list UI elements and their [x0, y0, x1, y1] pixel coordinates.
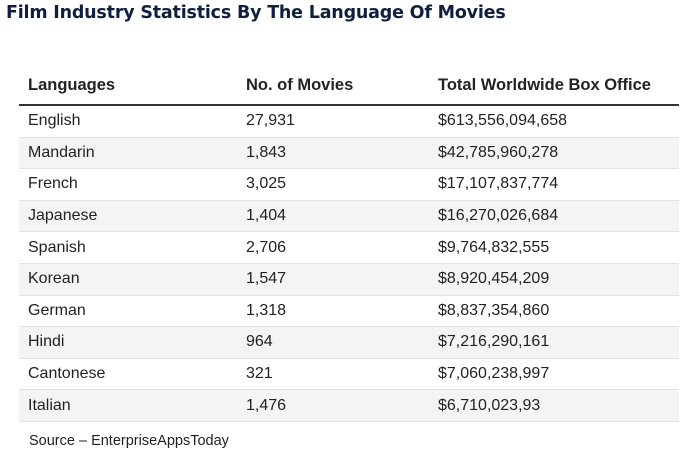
table-row: English 27,931 $613,556,094,658 [19, 106, 679, 138]
cell-movies: 27,931 [246, 112, 295, 130]
cell-movies: 1,318 [246, 301, 287, 319]
table-header: Languages No. of Movies Total Worldwide … [19, 66, 679, 106]
header-no-of-movies: No. of Movies [246, 75, 354, 94]
table-row: German 1,318 $8,837,354,860 [19, 296, 679, 328]
cell-box-office: $613,556,094,658 [438, 112, 568, 130]
cell-box-office: $9,764,832,555 [438, 238, 550, 256]
cell-movies: 1,547 [246, 270, 287, 288]
cell-box-office: $42,785,960,278 [438, 143, 559, 161]
cell-language: French [28, 175, 78, 193]
cell-box-office: $8,920,454,209 [438, 270, 550, 288]
table-row: Mandarin 1,843 $42,785,960,278 [19, 137, 679, 170]
cell-box-office: $16,270,026,684 [438, 207, 559, 225]
cell-movies: 1,476 [246, 396, 287, 414]
cell-language: Spanish [28, 238, 86, 256]
cell-box-office: $6,710,023,93 [438, 396, 541, 414]
cell-language: Japanese [28, 207, 98, 225]
cell-movies: 1,404 [246, 207, 287, 225]
source-caption: Source – EnterpriseAppsToday [29, 433, 229, 449]
header-languages: Languages [28, 75, 116, 94]
cell-language: German [28, 301, 86, 319]
table-row: Korean 1,547 $8,920,454,209 [19, 263, 679, 296]
language-stats-table: Languages No. of Movies Total Worldwide … [19, 66, 679, 422]
table-row: Italian 1,476 $6,710,023,93 [19, 390, 679, 422]
cell-language: Mandarin [28, 143, 95, 161]
header-box-office: Total Worldwide Box Office [438, 75, 651, 94]
table-row: Cantonese 321 $7,060,238,997 [19, 359, 679, 391]
cell-box-office: $7,060,238,997 [438, 365, 550, 383]
cell-language: Italian [28, 396, 71, 414]
cell-box-office: $17,107,837,774 [438, 175, 559, 193]
table-row: French 3,025 $17,107,837,774 [19, 169, 679, 201]
page-title: Film Industry Statistics By The Language… [6, 3, 506, 23]
table-row: Spanish 2,706 $9,764,832,555 [19, 232, 679, 264]
cell-movies: 321 [246, 365, 273, 383]
cell-movies: 964 [246, 333, 273, 351]
cell-language: English [28, 112, 81, 130]
cell-language: Hindi [28, 333, 65, 351]
cell-language: Cantonese [28, 365, 106, 383]
cell-movies: 2,706 [246, 238, 287, 256]
table-row: Japanese 1,404 $16,270,026,684 [19, 200, 679, 233]
table-row: Hindi 964 $7,216,290,161 [19, 327, 679, 359]
cell-box-office: $8,837,354,860 [438, 301, 550, 319]
cell-movies: 3,025 [246, 175, 287, 193]
cell-language: Korean [28, 270, 80, 288]
cell-movies: 1,843 [246, 143, 287, 161]
cell-box-office: $7,216,290,161 [438, 333, 550, 351]
